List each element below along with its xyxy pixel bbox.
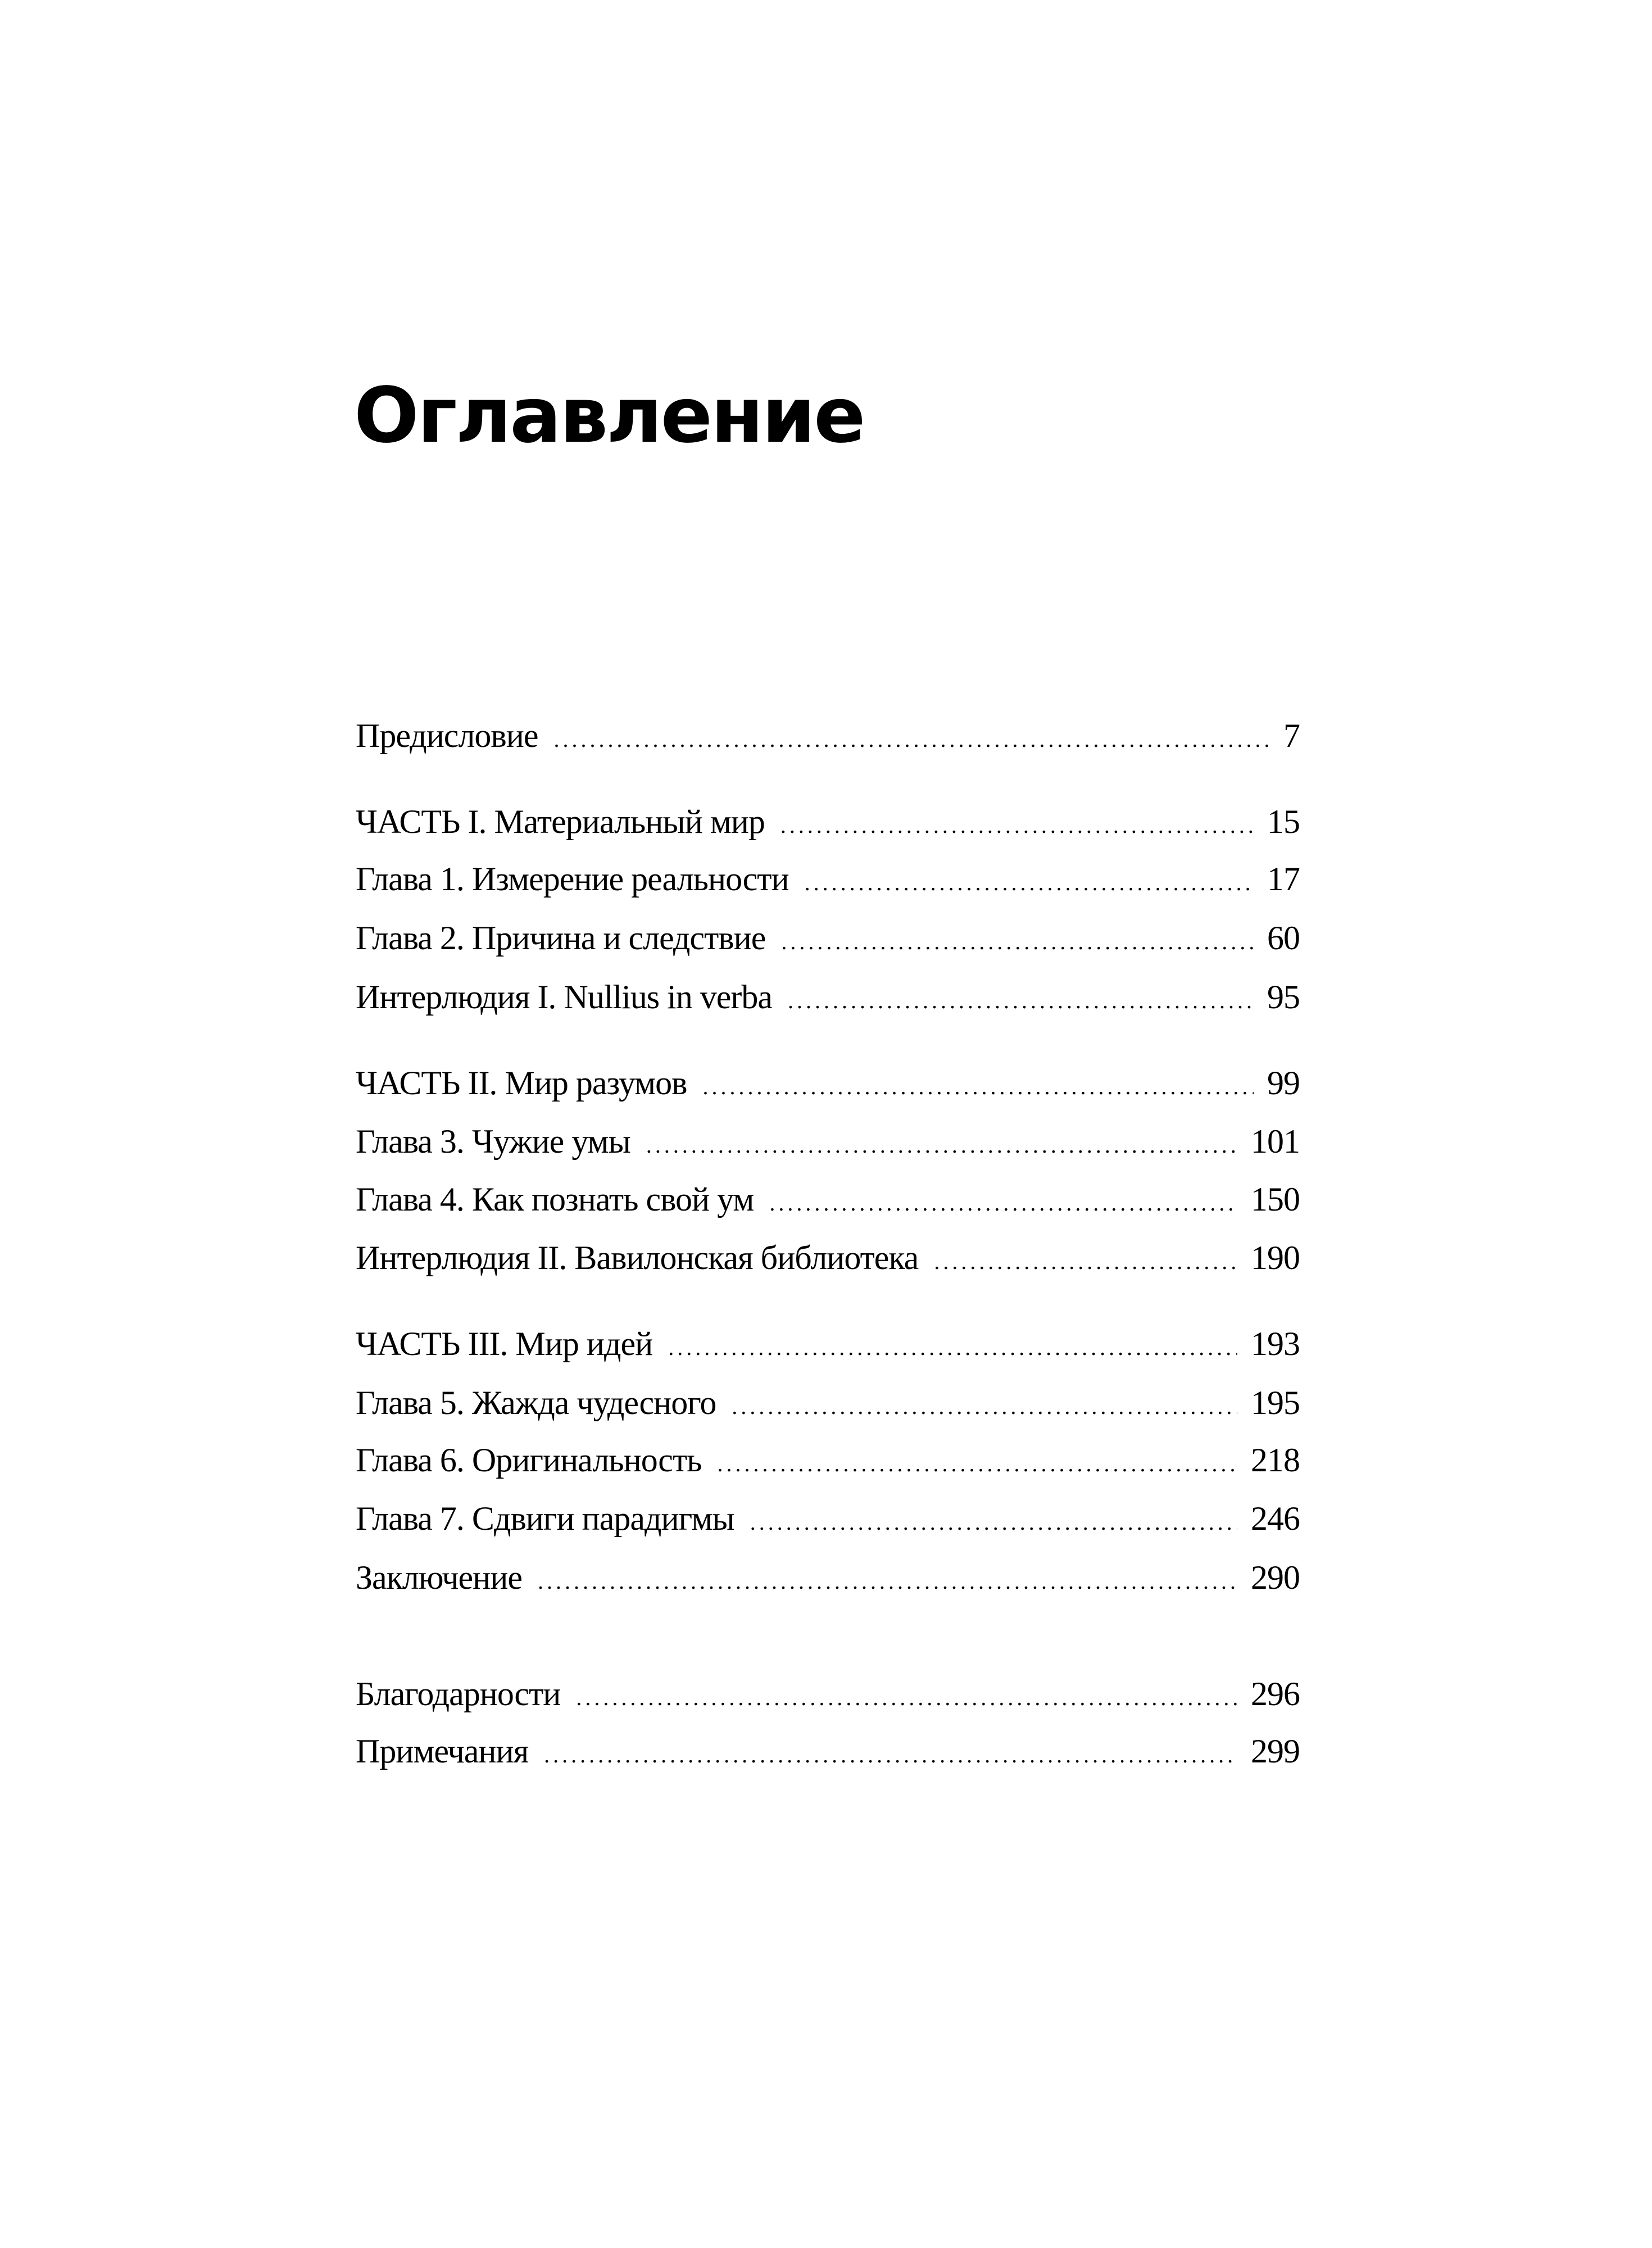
- toc-entry[interactable]: Глава 4. Как познать свой ум 150: [356, 1180, 1300, 1219]
- toc-entry[interactable]: Заключение 290: [356, 1558, 1300, 1597]
- toc-entry[interactable]: Глава 6. Оригинальность 218: [356, 1440, 1300, 1480]
- toc-entry-label: ЧАСТЬ II. Мир разумов: [356, 1064, 687, 1102]
- toc-entry-label: Глава 7. Сдвиги парадигмы: [356, 1500, 735, 1537]
- toc-entry[interactable]: ЧАСТЬ II. Мир разумов 99: [356, 1063, 1300, 1103]
- toc-entry-label: Благодарности: [356, 1675, 561, 1712]
- toc-entry-label: Заключение: [356, 1559, 523, 1596]
- toc-entry-label: Глава 6. Оригинальность: [356, 1442, 702, 1479]
- dot-leader: [934, 1242, 1237, 1281]
- dot-leader: [805, 863, 1254, 903]
- toc-entry[interactable]: Глава 2. Причина и следствие 60: [356, 918, 1300, 958]
- toc-entry[interactable]: Благодарности 296: [356, 1674, 1300, 1714]
- dot-leader: [750, 1503, 1237, 1542]
- toc-entry-page: 15: [1267, 803, 1300, 840]
- toc-entry-page: 299: [1251, 1733, 1300, 1770]
- toc-entry-label: ЧАСТЬ III. Мир идей: [356, 1325, 653, 1362]
- toc-entry[interactable]: Глава 5. Жажда чудесного 195: [356, 1383, 1300, 1422]
- dot-leader: [668, 1328, 1237, 1367]
- toc-entry-page: 218: [1251, 1442, 1300, 1479]
- toc-entry[interactable]: Интерлюдия II. Вавилонская библиотека 190: [356, 1238, 1300, 1277]
- toc-entry[interactable]: Примечания 299: [356, 1732, 1300, 1771]
- toc-entry[interactable]: Глава 1. Измерение реальности 17: [356, 859, 1300, 899]
- toc-entry-page: 193: [1251, 1325, 1300, 1362]
- dot-leader: [732, 1387, 1237, 1426]
- toc-entry-label: Интерлюдия II. Вавилонская библиотека: [356, 1239, 919, 1276]
- toc-entry[interactable]: Предисловие 7: [356, 716, 1300, 755]
- dot-leader: [553, 720, 1270, 759]
- toc-entry[interactable]: Интерлюдия I. Nullius in verba 95: [356, 977, 1300, 1017]
- page-title: Оглавление: [354, 371, 865, 460]
- toc-entry-label: Глава 4. Как познать свой ум: [356, 1181, 754, 1218]
- toc-entry-page: 7: [1283, 717, 1300, 754]
- dot-leader: [769, 1184, 1237, 1223]
- dot-leader: [544, 1735, 1237, 1775]
- toc-entry-page: 195: [1251, 1384, 1300, 1421]
- toc-entry[interactable]: Глава 7. Сдвиги парадигмы 246: [356, 1499, 1300, 1538]
- dot-leader: [576, 1678, 1237, 1717]
- toc-entry-page: 190: [1251, 1239, 1300, 1276]
- toc-entry[interactable]: ЧАСТЬ III. Мир идей 193: [356, 1324, 1300, 1363]
- toc-entry-label: Глава 5. Жажда чудесного: [356, 1384, 716, 1421]
- dot-leader: [646, 1126, 1237, 1165]
- toc-entry-page: 60: [1267, 919, 1300, 957]
- toc-entry-page: 296: [1251, 1675, 1300, 1712]
- dot-leader: [702, 1067, 1254, 1107]
- toc-entry-label: Интерлюдия I. Nullius in verba: [356, 978, 773, 1016]
- toc-entry-page: 246: [1251, 1500, 1300, 1537]
- toc-entry-page: 17: [1267, 860, 1300, 898]
- toc-entry[interactable]: ЧАСТЬ I. Материальный мир 15: [356, 802, 1300, 841]
- toc-entry-label: Предисловие: [356, 717, 538, 754]
- toc-entry-page: 101: [1251, 1123, 1300, 1160]
- dot-leader: [538, 1562, 1237, 1601]
- dot-leader: [717, 1444, 1237, 1484]
- toc-entry-label: Глава 3. Чужие умы: [356, 1123, 631, 1160]
- toc-entry-page: 99: [1267, 1064, 1300, 1102]
- toc-entry-page: 95: [1267, 978, 1300, 1016]
- toc-entry[interactable]: Глава 3. Чужие умы 101: [356, 1122, 1300, 1161]
- dot-leader: [781, 922, 1254, 962]
- toc-entry-label: Глава 2. Причина и следствие: [356, 919, 766, 957]
- toc-entry-label: Глава 1. Измерение реальности: [356, 860, 789, 898]
- dot-leader: [788, 981, 1254, 1021]
- toc-entry-label: ЧАСТЬ I. Материальный мир: [356, 803, 765, 840]
- dot-leader: [780, 806, 1254, 845]
- toc-entry-page: 150: [1251, 1181, 1300, 1218]
- toc-entry-page: 290: [1251, 1559, 1300, 1596]
- toc-entry-label: Примечания: [356, 1733, 529, 1770]
